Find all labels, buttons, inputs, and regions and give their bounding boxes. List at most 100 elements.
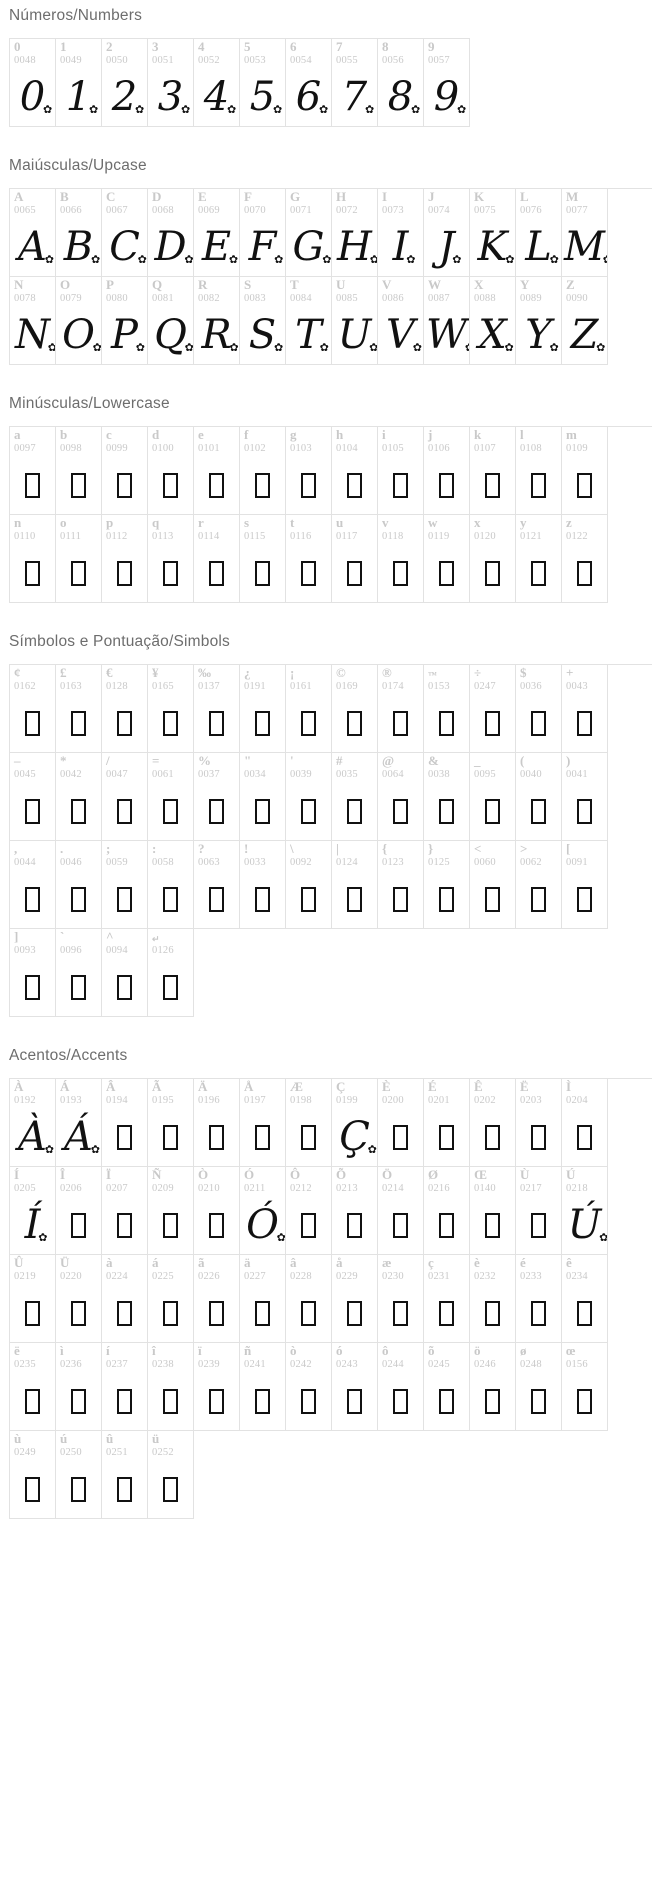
glyph-cell[interactable]: D 0068 D ✿: [148, 189, 194, 278]
glyph-cell[interactable]: ↵ 0126: [148, 929, 194, 1018]
glyph-cell[interactable]: y 0121: [516, 515, 562, 604]
glyph-cell[interactable]: (0040: [516, 753, 562, 842]
glyph-cell[interactable]: ™ 0153: [424, 665, 470, 754]
glyph-cell[interactable]: û 0251: [102, 1431, 148, 1520]
glyph-cell[interactable]: Ã 0195: [148, 1079, 194, 1168]
glyph-cell[interactable]: B 0066 B ✿: [56, 189, 102, 278]
glyph-cell[interactable]: €0128: [102, 665, 148, 754]
glyph-cell[interactable]: w 0119: [424, 515, 470, 604]
glyph-cell[interactable]: Q 0081 Q ✿: [148, 277, 194, 366]
glyph-cell[interactable]: ÷ 0247: [470, 665, 516, 754]
glyph-cell[interactable]: f 0102: [240, 427, 286, 516]
glyph-cell[interactable]: î 0238: [148, 1343, 194, 1432]
glyph-cell[interactable]: x 0120: [470, 515, 516, 604]
glyph-cell[interactable]: ê 0234: [562, 1255, 608, 1344]
glyph-cell[interactable]: I 0073 I ✿: [378, 189, 424, 278]
glyph-cell[interactable]: * 0042: [56, 753, 102, 842]
glyph-cell[interactable]: {0123: [378, 841, 424, 930]
glyph-cell[interactable]: p 0112: [102, 515, 148, 604]
glyph-cell[interactable]: Œ 0140: [470, 1167, 516, 1256]
glyph-cell[interactable]: Ï 0207: [102, 1167, 148, 1256]
glyph-cell[interactable]: Å 0197: [240, 1079, 286, 1168]
glyph-cell[interactable]: #0035: [332, 753, 378, 842]
glyph-cell[interactable]: ö 0246: [470, 1343, 516, 1432]
glyph-cell[interactable]: V 0086 V ✿: [378, 277, 424, 366]
glyph-cell[interactable]: " 0034: [240, 753, 286, 842]
glyph-cell[interactable]: ù 0249: [10, 1431, 56, 1520]
glyph-cell[interactable]: j 0106: [424, 427, 470, 516]
glyph-cell[interactable]: à 0224: [102, 1255, 148, 1344]
glyph-cell[interactable]: 6 0054 6 ✿: [286, 39, 332, 128]
glyph-cell[interactable]: ‰ 0137: [194, 665, 240, 754]
glyph-cell[interactable]: q 0113: [148, 515, 194, 604]
glyph-cell[interactable]: c 0099: [102, 427, 148, 516]
glyph-cell[interactable]: è 0232: [470, 1255, 516, 1344]
glyph-cell[interactable]: Â 0194: [102, 1079, 148, 1168]
glyph-cell[interactable]: R 0082 R ✿: [194, 277, 240, 366]
glyph-cell[interactable]: A 0065 A ✿: [10, 189, 56, 278]
glyph-cell[interactable]: Y 0089 Y ✿: [516, 277, 562, 366]
glyph-cell[interactable]: œ 0156: [562, 1343, 608, 1432]
glyph-cell[interactable]: s 0115: [240, 515, 286, 604]
glyph-cell[interactable]: ñ 0241: [240, 1343, 286, 1432]
glyph-cell[interactable]: h 0104: [332, 427, 378, 516]
glyph-cell[interactable]: \ 0092: [286, 841, 332, 930]
glyph-cell[interactable]: = 0061: [148, 753, 194, 842]
glyph-cell[interactable]: £0163: [56, 665, 102, 754]
glyph-cell[interactable]: 8 0056 8 ✿: [378, 39, 424, 128]
glyph-cell[interactable]: r 0114: [194, 515, 240, 604]
glyph-cell[interactable]: 9 0057 9 ✿: [424, 39, 470, 128]
glyph-cell[interactable]: } 0125: [424, 841, 470, 930]
glyph-cell[interactable]: Ò 0210: [194, 1167, 240, 1256]
glyph-cell[interactable]: P 0080 P ✿: [102, 277, 148, 366]
glyph-cell[interactable]: T 0084 T ✿: [286, 277, 332, 366]
glyph-cell[interactable]: ã 0226: [194, 1255, 240, 1344]
glyph-cell[interactable]: 0 0048 0 ✿: [10, 39, 56, 128]
glyph-cell[interactable]: Ê 0202: [470, 1079, 516, 1168]
glyph-cell[interactable]: ¡ 0161: [286, 665, 332, 754]
glyph-cell[interactable]: ® 0174: [378, 665, 424, 754]
glyph-cell[interactable]: E 0069 E ✿: [194, 189, 240, 278]
glyph-cell[interactable]: 3 0051 3 ✿: [148, 39, 194, 128]
glyph-cell[interactable]: J 0074 J ✿: [424, 189, 470, 278]
glyph-cell[interactable]: z 0122: [562, 515, 608, 604]
glyph-cell[interactable]: Ì 0204: [562, 1079, 608, 1168]
glyph-cell[interactable]: $0036: [516, 665, 562, 754]
glyph-cell[interactable]: d 0100: [148, 427, 194, 516]
glyph-cell[interactable]: ü 0252: [148, 1431, 194, 1520]
glyph-cell[interactable]: C 0067 C ✿: [102, 189, 148, 278]
glyph-cell[interactable]: Î 0206: [56, 1167, 102, 1256]
glyph-cell[interactable]: , 0044: [10, 841, 56, 930]
glyph-cell[interactable]: a 0097: [10, 427, 56, 516]
glyph-cell[interactable]: . 0046: [56, 841, 102, 930]
glyph-cell[interactable]: e 0101: [194, 427, 240, 516]
glyph-cell[interactable]: +0043: [562, 665, 608, 754]
glyph-cell[interactable]: ò 0242: [286, 1343, 332, 1432]
glyph-cell[interactable]: b 0098: [56, 427, 102, 516]
glyph-cell[interactable]: Æ 0198: [286, 1079, 332, 1168]
glyph-cell[interactable]: ì 0236: [56, 1343, 102, 1432]
glyph-cell[interactable]: Ø 0216: [424, 1167, 470, 1256]
glyph-cell[interactable]: Í 0205 Í ✿: [10, 1167, 56, 1256]
glyph-cell[interactable]: F 0070 F ✿: [240, 189, 286, 278]
glyph-cell[interactable]: –0045: [10, 753, 56, 842]
glyph-cell[interactable]: 1 0049 1 ✿: [56, 39, 102, 128]
glyph-cell[interactable]: :0058: [148, 841, 194, 930]
glyph-cell[interactable]: g 0103: [286, 427, 332, 516]
glyph-cell[interactable]: í 0237: [102, 1343, 148, 1432]
glyph-cell[interactable]: ' 0039: [286, 753, 332, 842]
glyph-cell[interactable]: v 0118: [378, 515, 424, 604]
glyph-cell[interactable]: o 0111: [56, 515, 102, 604]
glyph-cell[interactable]: © 0169: [332, 665, 378, 754]
glyph-cell[interactable]: n 0110: [10, 515, 56, 604]
glyph-cell[interactable]: i 0105: [378, 427, 424, 516]
glyph-cell[interactable]: ` 0096: [56, 929, 102, 1018]
glyph-cell[interactable]: 7 0055 7 ✿: [332, 39, 378, 128]
glyph-cell[interactable]: G 0071 G ✿: [286, 189, 332, 278]
glyph-cell[interactable]: t 0116: [286, 515, 332, 604]
glyph-cell[interactable]: Õ 0213: [332, 1167, 378, 1256]
glyph-cell[interactable]: K 0075 K ✿: [470, 189, 516, 278]
